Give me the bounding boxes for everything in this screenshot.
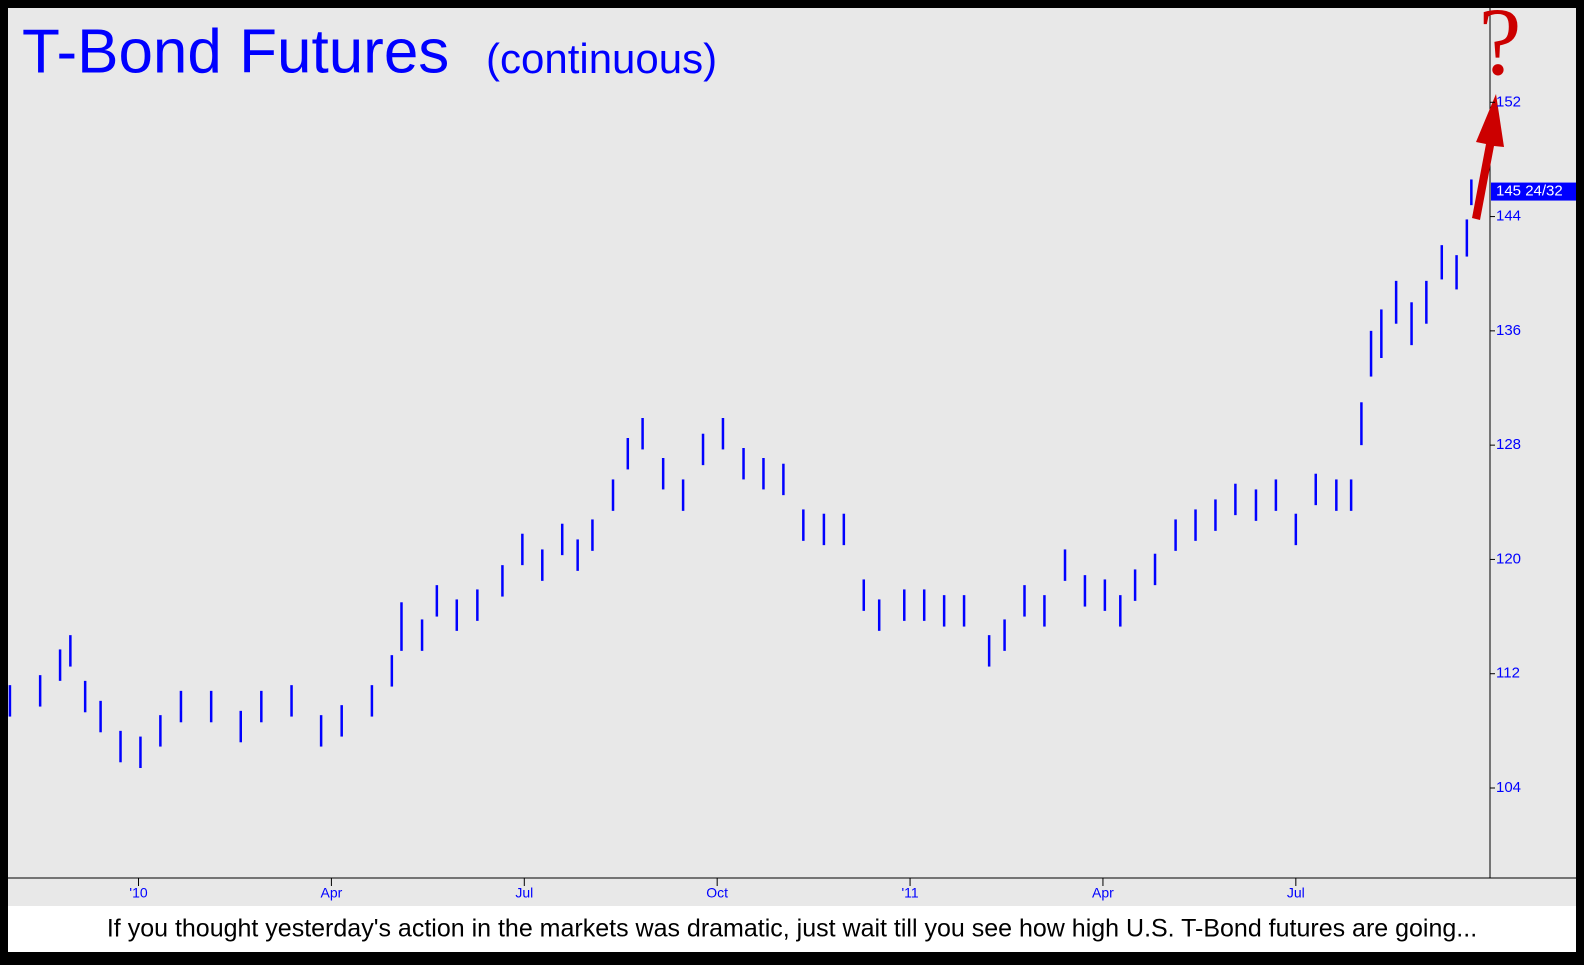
x-tick-label: Apr bbox=[321, 885, 343, 901]
x-tick-label: Jul bbox=[1287, 885, 1305, 901]
x-tick-label: Oct bbox=[706, 885, 728, 901]
y-tick-label: 144 bbox=[1496, 208, 1521, 225]
caption-background bbox=[8, 906, 1576, 952]
x-tick-label: '11 bbox=[901, 885, 918, 901]
y-tick-label: 152 bbox=[1496, 93, 1521, 110]
y-tick-label: 112 bbox=[1496, 665, 1520, 682]
chart-title: T-Bond Futures bbox=[22, 17, 449, 86]
chart-subtitle: (continuous) bbox=[486, 35, 717, 82]
y-tick-label: 128 bbox=[1496, 436, 1521, 453]
question-annotation: ? bbox=[1479, 0, 1522, 95]
plot-background bbox=[8, 8, 1576, 952]
x-tick-label: Jul bbox=[515, 885, 533, 901]
x-tick-label: Apr bbox=[1092, 885, 1114, 901]
y-tick-label: 120 bbox=[1496, 550, 1521, 567]
last-price-box bbox=[1491, 182, 1576, 201]
arrow bbox=[1472, 94, 1504, 220]
last-price-label: 145 24/32 bbox=[1496, 183, 1563, 200]
caption: If you thought yesterday's action in the… bbox=[107, 915, 1477, 943]
x-tick-label: '10 bbox=[129, 885, 147, 901]
y-tick-label: 136 bbox=[1496, 322, 1521, 339]
y-tick-label: 104 bbox=[1496, 779, 1521, 796]
